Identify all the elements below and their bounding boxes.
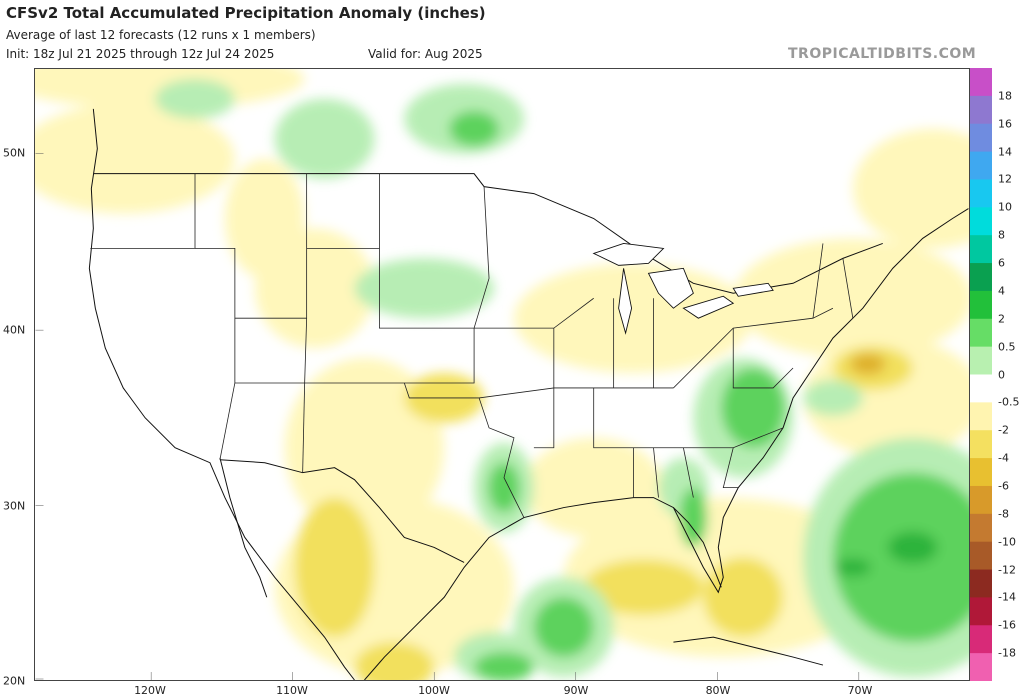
colorbar-swatch [970,346,992,375]
colorbar-swatch [970,207,992,236]
colorbar-tick-label: -2 [998,423,1009,437]
valid-time: Valid for: Aug 2025 [368,47,483,61]
colorbar-swatch [970,430,992,459]
colorbar-swatch [970,123,992,153]
colorbar-tick-label: 6 [998,256,1005,270]
latitude-tick-label: 20N [3,674,26,688]
colorbar-tick-label: 0 [998,368,1005,381]
longitude-tick-label: 120W [134,684,166,697]
colorbar-swatch [970,653,992,681]
latitude-tick-label: 30N [3,499,26,513]
colorbar-swatch [970,290,992,320]
init-time: Init: 18z Jul 21 2025 through 12z Jul 24… [6,47,275,61]
colorbar-swatch [970,235,992,264]
map-title: CFSv2 Total Accumulated Precipitation An… [6,4,486,22]
longitude-tick-label: 70W [847,684,873,697]
colorbar-tick-label: 10 [998,200,1012,214]
colorbar-swatch [970,402,992,431]
colorbar-swatch [970,318,992,348]
colorbar-tick-label: -4 [998,451,1009,465]
colorbar-tick-label: 8 [998,228,1005,242]
great-lakes [592,242,774,335]
colorbar [970,68,992,681]
colorbar-tick-label: -12 [998,563,1016,577]
anomaly-fields [35,69,969,680]
longitude-tick-label: 90W [563,684,589,697]
colorbar-swatch [970,458,992,487]
colorbar-swatch [970,625,992,654]
colorbar-tick-label: 4 [998,284,1005,298]
colorbar-tick-label: -16 [998,618,1016,632]
colorbar-tick-label: -0.5 [998,395,1020,409]
colorbar-swatch [970,151,992,180]
map-subtitle: Average of last 12 forecasts (12 runs x … [6,28,316,42]
colorbar-tick-label: -8 [998,507,1009,521]
graticule [35,153,860,680]
latitude-tick-label: 50N [3,146,26,160]
colorbar-swatch [970,569,992,598]
colorbar-tick-label: 16 [998,117,1012,131]
longitude-tick-label: 110W [276,684,308,697]
latitude-tick-label: 40N [3,323,26,337]
colorbar-swatch [970,179,992,208]
colorbar-tick-label: 12 [998,172,1012,186]
colorbar-tick-label: -6 [998,479,1009,493]
longitude-tick-label: 100W [418,684,450,697]
colorbar-tick-label: 18 [998,89,1012,103]
colorbar-tick-label: -14 [998,590,1016,604]
brand-watermark: TROPICALTIDBITS.COM [788,46,977,62]
colorbar-tick-label: -18 [998,646,1016,660]
precipitation-anomaly-map [34,68,970,681]
colorbar-swatch [970,68,992,97]
colorbar-swatch [970,513,992,543]
colorbar-tick-label: 2 [998,312,1005,326]
colorbar-tick-label: -10 [998,535,1016,549]
colorbar-tick-label: 14 [998,145,1012,159]
colorbar-swatch [970,374,992,403]
colorbar-swatch [970,263,992,292]
colorbar-swatch [970,95,992,125]
colorbar-swatch [970,541,992,571]
state-lines [90,173,854,518]
colorbar-swatch [970,485,992,515]
colorbar-tick-label: 0.5 [998,340,1016,354]
longitude-tick-label: 80W [705,684,731,697]
colorbar-swatch [970,597,992,626]
